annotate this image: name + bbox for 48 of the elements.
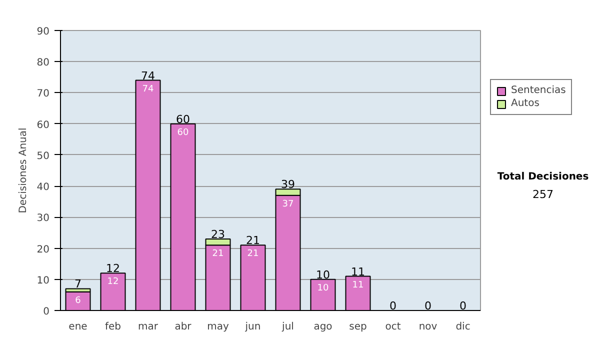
text: 257: [532, 188, 554, 201]
total-label: 74: [141, 69, 155, 82]
y-tick-label: 70: [36, 88, 50, 100]
total-label: 23: [211, 228, 225, 241]
total-label: 39: [281, 178, 295, 192]
data-label: 37: [282, 199, 294, 210]
total-label: 0: [460, 300, 466, 312]
data-label: 11: [352, 280, 364, 290]
x-tick-label: dic: [456, 322, 470, 332]
data-label: 10: [317, 283, 329, 294]
data-label: 6: [75, 296, 82, 306]
x-tick-label: jun: [244, 322, 261, 332]
x-tick-label: sep: [349, 322, 367, 332]
legend-label: Autos: [511, 98, 540, 109]
data-label: 21: [247, 249, 259, 260]
data-label: 60: [177, 128, 189, 138]
data-label: 21: [212, 249, 224, 260]
x-tick-label: ago: [314, 322, 332, 332]
x-tick-label: may: [207, 322, 229, 332]
y-tick-label: 0: [43, 306, 50, 318]
data-label: 12: [107, 277, 119, 288]
y-tick-label: 90: [36, 26, 50, 38]
y-tick-label: 20: [36, 244, 50, 256]
y-tick-label: 80: [36, 58, 50, 69]
x-tick-label: mar: [138, 322, 159, 332]
x-tick-label: nov: [418, 322, 438, 332]
y-tick-label: 10: [36, 275, 50, 286]
legend-label: Sentencias: [511, 85, 566, 96]
x-tick-label: jul: [281, 322, 294, 332]
total-label: 0: [424, 300, 432, 312]
total-label: 12: [106, 262, 120, 276]
x-tick-label: ene: [68, 322, 88, 332]
total-label: 11: [351, 265, 365, 278]
y-tick-label: 40: [36, 182, 50, 194]
x-tick-label: abr: [174, 322, 192, 332]
y-tick-label: 50: [36, 150, 50, 162]
y-axis-title: Decisiones Anual: [18, 128, 29, 214]
total-label: 7: [74, 278, 82, 291]
y-tick-label: 30: [36, 213, 50, 224]
total-label: 10: [316, 268, 330, 282]
total-label: 21: [246, 234, 260, 248]
text: Total Decisiones: [497, 171, 589, 182]
total-label: 60: [176, 112, 190, 126]
data-label: 74: [142, 84, 154, 94]
y-tick-label: 60: [36, 120, 50, 131]
x-tick-label: feb: [104, 322, 122, 332]
total-label: 0: [390, 300, 396, 312]
x-tick-label: oct: [385, 322, 401, 332]
